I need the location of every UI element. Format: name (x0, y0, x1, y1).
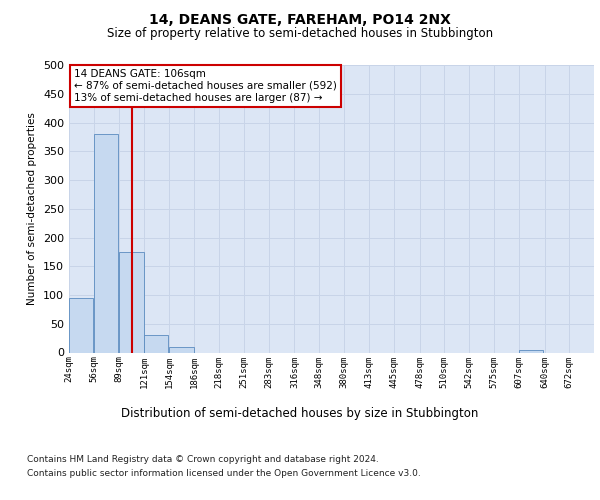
Text: Contains HM Land Registry data © Crown copyright and database right 2024.: Contains HM Land Registry data © Crown c… (27, 456, 379, 464)
Bar (69, 298, 94, 352)
Text: Distribution of semi-detached houses by size in Stubbington: Distribution of semi-detached houses by … (121, 408, 479, 420)
Text: 14, DEANS GATE, FAREHAM, PO14 2NX: 14, DEANS GATE, FAREHAM, PO14 2NX (149, 12, 451, 26)
Text: Size of property relative to semi-detached houses in Stubbington: Size of property relative to semi-detach… (107, 28, 493, 40)
Y-axis label: Number of semi-detached properties: Number of semi-detached properties (28, 112, 37, 305)
Bar (519, 350, 544, 352)
Bar (144, 335, 168, 352)
Text: 14 DEANS GATE: 106sqm
← 87% of semi-detached houses are smaller (592)
13% of sem: 14 DEANS GATE: 106sqm ← 87% of semi-deta… (74, 70, 337, 102)
Bar (94, 134, 118, 352)
Bar (169, 347, 194, 352)
Text: Contains public sector information licensed under the Open Government Licence v3: Contains public sector information licen… (27, 469, 421, 478)
Bar (119, 252, 143, 352)
